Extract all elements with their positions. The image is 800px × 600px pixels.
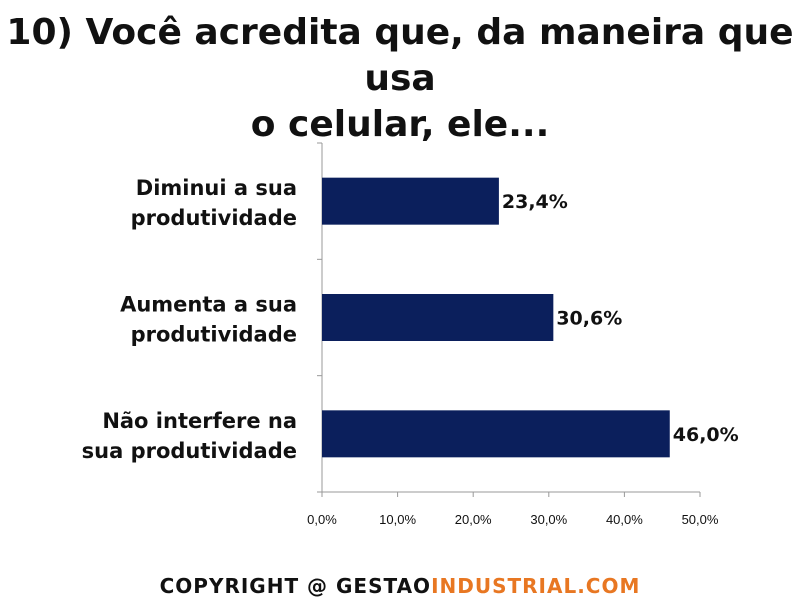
x-tick-label: 30,0%: [530, 512, 567, 527]
x-tick-label: 20,0%: [455, 512, 492, 527]
copyright-footer: COPYRIGHT @ GESTAOINDUSTRIAL.COM: [0, 574, 800, 598]
copyright-prefix: COPYRIGHT @ GESTAO: [159, 574, 432, 598]
category-label-line: produtividade: [131, 323, 297, 347]
bar-value-label: 23,4%: [502, 191, 568, 213]
category-label-line: sua produtividade: [82, 439, 297, 463]
category-label: Aumenta a sua produtividade: [120, 293, 297, 347]
bar-chart: 0,0% 10,0% 20,0% 30,0% 40,0% 50,0% 23,4% Diminu…: [82, 142, 739, 527]
x-tick-label: 50,0%: [682, 512, 719, 527]
x-tick-label: 10,0%: [379, 512, 416, 527]
category-label-line: Diminui a sua: [136, 176, 297, 200]
bar: [322, 177, 499, 225]
bar-value-label: 46,0%: [673, 424, 739, 446]
category-label: Diminui a sua produtividade: [131, 176, 297, 230]
chart-title-line-2: o celular, ele...: [250, 104, 550, 145]
x-tick-label: 0,0%: [307, 512, 337, 527]
category-label-line: produtividade: [131, 206, 297, 230]
bar-value-label: 30,6%: [556, 308, 622, 330]
chart-title: 10) Você acredita que, da maneira que us…: [0, 10, 800, 148]
bar: [322, 294, 554, 341]
bar: [322, 410, 670, 458]
copyright-suffix: INDUSTRIAL.COM: [431, 574, 641, 598]
x-tick-label: 40,0%: [606, 512, 643, 527]
category-label: Não interfere na sua produtividade: [82, 409, 297, 463]
chart-title-line-1: 10) Você acredita que, da maneira que us…: [6, 12, 794, 99]
category-label-line: Aumenta a sua: [120, 293, 297, 317]
category-label-line: Não interfere na: [102, 409, 297, 433]
